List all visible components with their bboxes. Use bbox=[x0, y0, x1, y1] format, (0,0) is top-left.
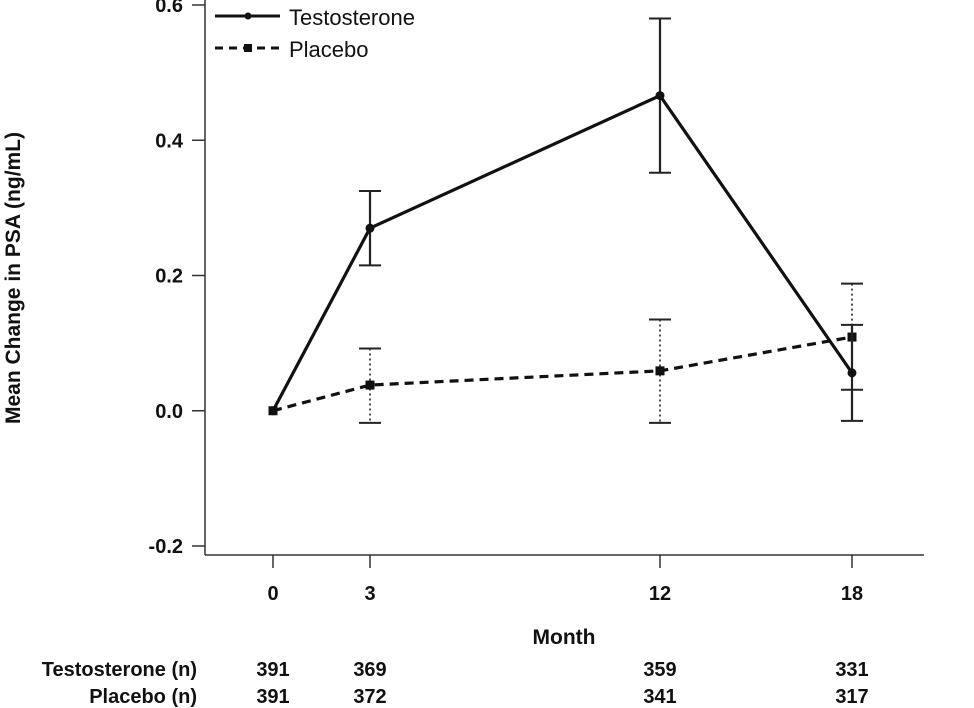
series-layer bbox=[268, 17, 863, 424]
legend-testosterone-marker bbox=[244, 12, 252, 20]
series-line bbox=[272, 335, 853, 413]
y-tick-label: -0.2 bbox=[149, 536, 183, 558]
axes bbox=[204, 0, 924, 556]
y-axis-title: Mean Change in PSA (ng/mL) bbox=[2, 132, 25, 424]
y-tick-label: 0.2 bbox=[155, 266, 183, 288]
x-ticks: 0 3 12 18 bbox=[267, 555, 863, 605]
n-table: Testosterone (n) Placebo (n) 391 369 359 33… bbox=[42, 659, 869, 708]
data-point bbox=[655, 366, 665, 376]
data-point bbox=[847, 368, 857, 378]
n-table-cell: 359 bbox=[643, 659, 676, 681]
n-table-cell: 372 bbox=[353, 686, 386, 708]
series-testosterone bbox=[268, 17, 863, 422]
data-point bbox=[268, 406, 278, 416]
n-table-row-label-testosterone: Testosterone (n) bbox=[42, 659, 197, 681]
n-table-cell: 391 bbox=[256, 686, 289, 708]
y-tick-label: 0.4 bbox=[155, 130, 184, 152]
x-axis-title: Month bbox=[533, 626, 596, 649]
data-point bbox=[365, 223, 375, 233]
legend-testosterone-label: Testosterone bbox=[289, 5, 415, 30]
legend: Testosterone Placebo bbox=[215, 5, 415, 62]
n-table-cell: 369 bbox=[353, 659, 386, 681]
x-tick-label: 3 bbox=[364, 583, 375, 605]
series-line bbox=[271, 94, 854, 412]
n-table-cell: 341 bbox=[643, 686, 676, 708]
legend-placebo-label: Placebo bbox=[289, 37, 369, 62]
n-table-cell: 331 bbox=[835, 659, 868, 681]
series-placebo bbox=[268, 282, 863, 424]
y-tick-label: 0.6 bbox=[155, 0, 183, 17]
legend-placebo-marker bbox=[244, 44, 252, 52]
x-tick-label: 0 bbox=[267, 583, 278, 605]
data-point bbox=[365, 380, 375, 390]
x-tick-label: 18 bbox=[841, 583, 863, 605]
n-table-cell: 317 bbox=[835, 686, 868, 708]
y-tick-label: 0.0 bbox=[155, 401, 183, 423]
data-point bbox=[655, 91, 665, 101]
x-tick-label: 12 bbox=[649, 583, 671, 605]
n-table-row-label-placebo: Placebo (n) bbox=[89, 686, 197, 708]
y-ticks: -0.2 0.0 0.2 0.4 0.6 bbox=[149, 0, 205, 558]
n-table-cell: 391 bbox=[256, 659, 289, 681]
